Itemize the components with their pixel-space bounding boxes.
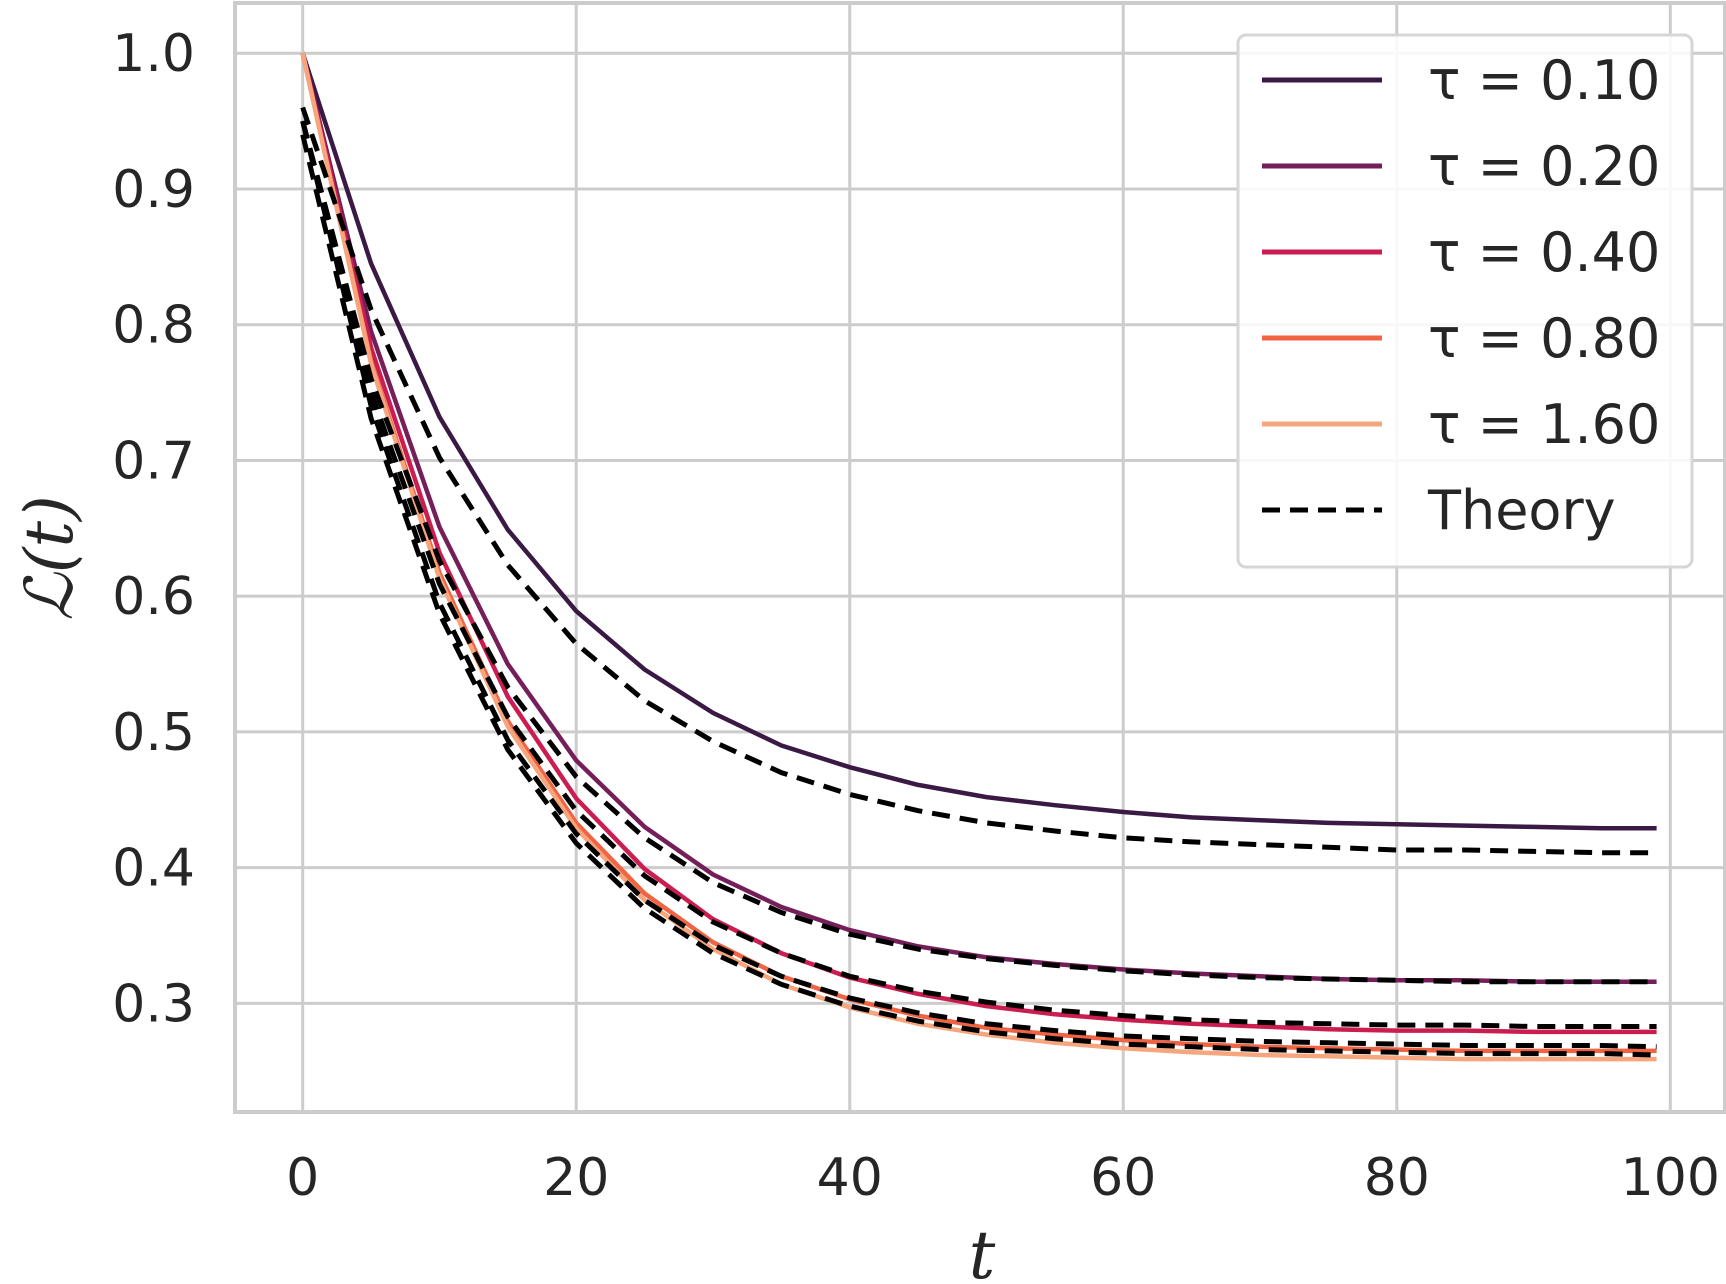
series-line bbox=[300, 52, 1657, 831]
x-axis-label: t bbox=[969, 1217, 996, 1284]
theory-line bbox=[300, 106, 1657, 856]
legend-label: τ = 1.60 bbox=[1428, 393, 1660, 456]
x-tick-label: 80 bbox=[1364, 1148, 1430, 1208]
y-axis-label: ℒ(t) bbox=[11, 495, 88, 621]
y-tick-label: 1.0 bbox=[112, 24, 195, 84]
series-lines bbox=[300, 52, 1657, 1062]
y-tick-label: 0.9 bbox=[112, 160, 195, 220]
y-tick-label: 0.6 bbox=[112, 567, 195, 627]
legend-label: τ = 0.80 bbox=[1428, 307, 1660, 370]
x-tick-label: 0 bbox=[286, 1148, 319, 1208]
theory-line bbox=[300, 120, 1657, 985]
legend: τ = 0.10 τ = 0.20 τ = 0.40 τ = 0.80 τ = 1.60… bbox=[1236, 33, 1694, 569]
x-tick-label: 40 bbox=[817, 1148, 883, 1208]
y-tick-label: 0.3 bbox=[112, 974, 195, 1034]
x-tick-label: 20 bbox=[543, 1148, 609, 1208]
x-tick-labels: 0 20 40 60 80 100 bbox=[286, 1148, 1720, 1208]
legend-label: τ = 0.10 bbox=[1428, 49, 1660, 112]
y-tick-label: 0.8 bbox=[112, 296, 195, 356]
theory-line bbox=[300, 134, 1657, 1058]
series-line bbox=[300, 52, 1657, 1054]
legend-label: τ = 0.20 bbox=[1428, 135, 1660, 198]
series-line bbox=[300, 52, 1657, 1035]
plot-frame bbox=[233, 1, 1726, 1114]
legend-label: Theory bbox=[1427, 479, 1616, 542]
x-tick-label: 100 bbox=[1621, 1148, 1720, 1208]
theory-line bbox=[300, 120, 1657, 1050]
legend-label: τ = 0.40 bbox=[1428, 221, 1660, 284]
x-tick-label: 60 bbox=[1090, 1148, 1156, 1208]
y-tick-label: 0.4 bbox=[112, 839, 195, 899]
y-tick-labels: 0.3 0.4 0.5 0.6 0.7 0.8 0.9 1.0 bbox=[112, 24, 195, 1034]
series-line bbox=[300, 52, 1657, 1062]
theory-line bbox=[300, 120, 1657, 1029]
y-tick-label: 0.5 bbox=[112, 703, 195, 763]
y-tick-label: 0.7 bbox=[112, 431, 195, 491]
